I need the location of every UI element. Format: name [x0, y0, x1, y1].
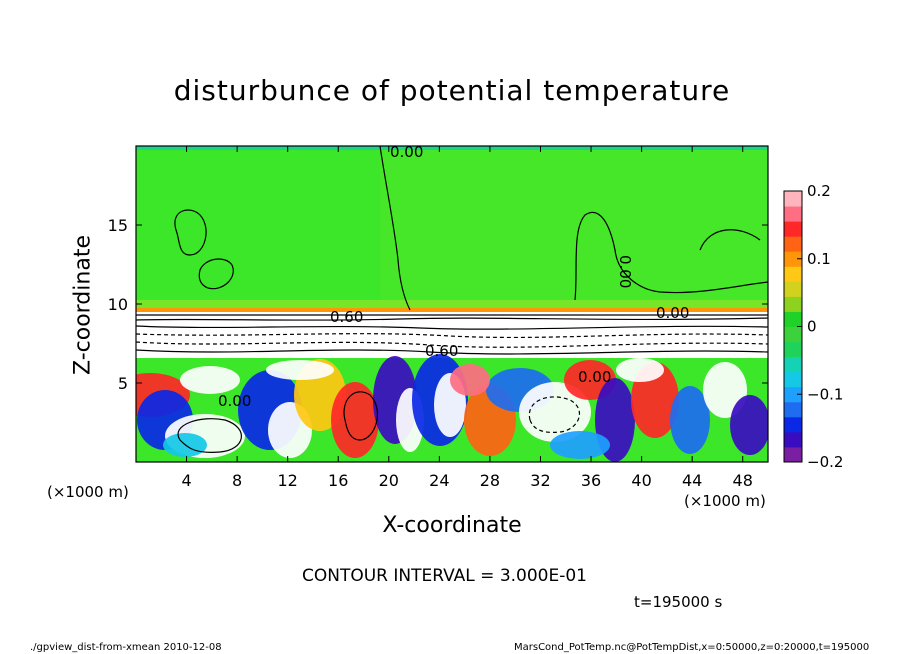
contour-label: 0.60: [330, 308, 363, 326]
contour-loop: [528, 396, 581, 433]
colorbar-segment: [784, 281, 802, 297]
interface-band: [136, 300, 768, 310]
contour-line: [699, 229, 761, 251]
turbulence-cell: [730, 395, 768, 455]
contour-loop: [198, 258, 234, 290]
x-tick-label: 32: [530, 471, 550, 490]
x-tick-label: 40: [631, 471, 651, 490]
chart-title: disturbunce of potential temperature: [173, 74, 731, 107]
contour-line: [574, 211, 768, 301]
colorbar-segment: [784, 416, 802, 433]
colorbar-segment: [784, 191, 802, 207]
contour-label: 0.00: [390, 143, 423, 161]
colorbar: 0.2 0.1 0 −0.1 −0.2: [783, 182, 843, 471]
colorbar-segment: [784, 341, 802, 358]
x-tick-label: 12: [278, 471, 298, 490]
contour-loop: [177, 418, 243, 453]
colorbar-tick-label: −0.2: [807, 453, 843, 471]
contour-label: 0.00: [218, 392, 251, 410]
colorbar-tick-label: −0.1: [807, 385, 843, 403]
contour-lines: [136, 146, 768, 453]
colorbar-segment: [784, 401, 802, 418]
colorbar-segment: [784, 371, 802, 388]
colorbar-segment: [784, 326, 802, 343]
colorbar-segment: [784, 221, 802, 237]
x-tick-label: 44: [682, 471, 702, 490]
colorbar-segment: [784, 386, 802, 403]
y-axis: 5 10 15: [108, 216, 768, 393]
contour-line: [136, 333, 768, 339]
contour-labels: 0.00 0.00 0.60 0.60 0.00 0.00 0.00: [218, 143, 689, 410]
field-layer: [136, 146, 768, 462]
colorbar-segment: [784, 446, 802, 463]
y-axis-unit: (×1000 m): [47, 483, 129, 501]
x-tick-label: 28: [480, 471, 500, 490]
contour-label: 0.60: [425, 342, 458, 360]
turbulence-cell: [670, 386, 710, 454]
turbulence-cell: [266, 360, 334, 380]
y-tick-label: 5: [118, 374, 128, 393]
colorbar-tick-label: 0.2: [807, 182, 831, 200]
contour-line: [136, 317, 768, 321]
colorbar-tick-label: 0: [807, 318, 817, 336]
footer-right: MarsCond_PotTemp.nc@PotTempDist,x=0:5000…: [514, 642, 870, 653]
top-strip: [136, 146, 768, 150]
upper-field-right: [380, 146, 768, 310]
colorbar-segment: [784, 311, 802, 327]
turbulence-cell: [450, 364, 490, 396]
turbulence-blobs: [136, 354, 768, 462]
colorbar-segment: [784, 251, 802, 267]
colorbar-tick-label: 0.1: [807, 250, 831, 268]
x-tick-label: 36: [581, 471, 601, 490]
x-tick-label: 4: [181, 471, 191, 490]
turbulence-cell: [331, 382, 379, 458]
x-tick-label: 20: [379, 471, 399, 490]
colorbar-segment: [784, 206, 802, 222]
x-tick-label: 8: [232, 471, 242, 490]
contour-label: 0.00: [616, 255, 634, 288]
x-axis: 4 8 12 16 20 24 28 32 36 40 44 48: [181, 146, 753, 490]
contour-loop: [343, 391, 379, 441]
contour-zero-line: [379, 146, 411, 311]
x-axis-unit: (×1000 m): [684, 492, 766, 510]
contour-label: 0.00: [578, 368, 611, 386]
colorbar-segment: [784, 296, 802, 312]
footer-left: ./gpview_dist-from-xmean 2010-12-08: [30, 642, 222, 653]
colorbar-segment: [784, 356, 802, 373]
contour-loop: [174, 209, 207, 256]
x-axis-label: X-coordinate: [382, 513, 522, 538]
contour-line: [136, 349, 768, 355]
contour-line: [136, 341, 768, 348]
turbulence-cell: [550, 431, 610, 459]
time-label: t=195000 s: [634, 593, 723, 611]
colorbar-segment: [784, 431, 802, 448]
contour-line: [136, 325, 768, 330]
contour-label: 0.00: [656, 304, 689, 322]
x-tick-label: 48: [733, 471, 753, 490]
y-tick-label: 10: [108, 295, 128, 314]
x-tick-label: 24: [429, 471, 449, 490]
interface-line: [136, 308, 768, 312]
y-tick-label: 15: [108, 216, 128, 235]
turbulence-cell: [180, 366, 240, 394]
turbulence-cell: [616, 358, 664, 382]
x-tick-label: 16: [328, 471, 348, 490]
colorbar-segment: [784, 266, 802, 282]
colorbar-segment: [784, 236, 802, 252]
contour-interval: CONTOUR INTERVAL = 3.000E-01: [302, 566, 587, 586]
